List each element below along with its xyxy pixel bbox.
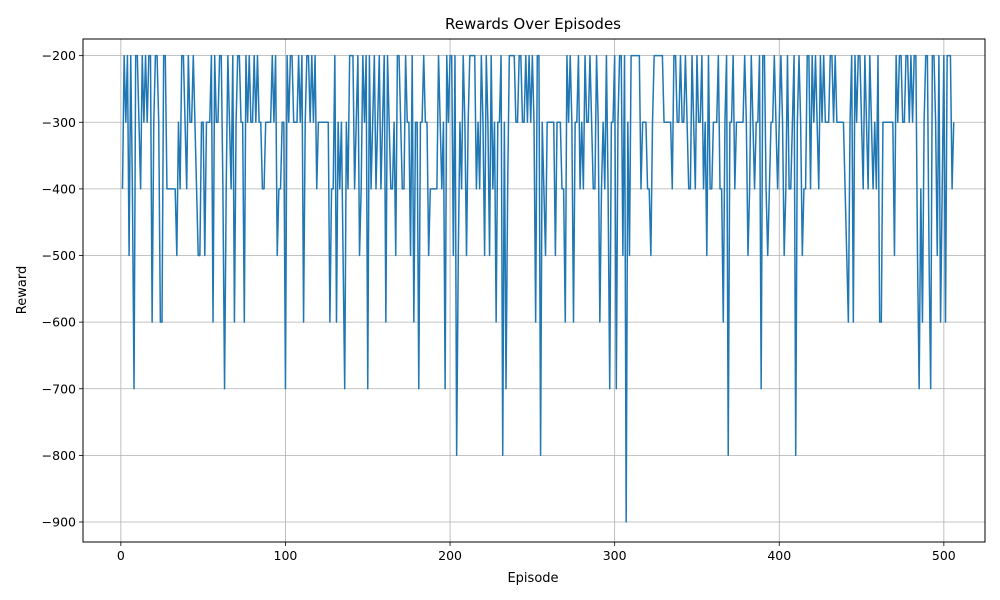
y-tick-label: −200 xyxy=(42,48,76,63)
x-tick-label: 400 xyxy=(767,548,791,563)
y-tick-label: −600 xyxy=(42,315,76,330)
y-axis-ticks: −200 −300 −400 −500 −600 −700 −800 −900 xyxy=(42,48,83,530)
x-tick-label: 0 xyxy=(117,548,125,563)
series-layer xyxy=(121,54,955,523)
x-tick-label: 200 xyxy=(438,548,462,563)
y-tick-label: −800 xyxy=(42,448,76,463)
y-tick-label: −900 xyxy=(42,515,76,530)
x-tick-label: 300 xyxy=(603,548,627,563)
y-tick-label: −400 xyxy=(42,181,76,196)
y-tick-label: −700 xyxy=(42,381,76,396)
chart-title: Rewards Over Episodes xyxy=(445,15,621,33)
x-tick-label: 100 xyxy=(274,548,298,563)
y-axis-label: Reward xyxy=(15,266,30,314)
y-tick-label: −300 xyxy=(42,115,76,130)
y-tick-label: −500 xyxy=(42,248,76,263)
x-axis-ticks: 0 100 200 300 400 500 xyxy=(117,542,956,563)
reward-series-line xyxy=(121,54,955,523)
plot-area-frame xyxy=(82,38,986,543)
x-tick-label: 500 xyxy=(932,548,956,563)
x-axis-label: Episode xyxy=(507,571,558,586)
